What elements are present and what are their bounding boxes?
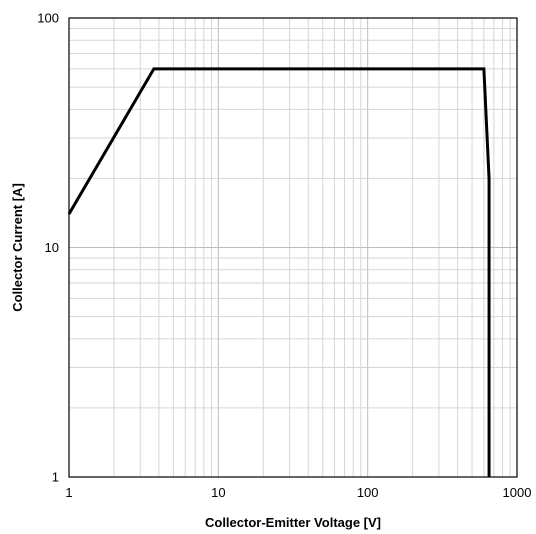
x-tick-label: 1 <box>65 485 72 500</box>
y-axis-label: Collector Current [A] <box>10 183 25 312</box>
x-tick-label: 1000 <box>503 485 532 500</box>
grid <box>69 18 517 477</box>
plot-frame <box>68 17 518 478</box>
series-line-0 <box>67 67 491 477</box>
y-tick-label: 1 <box>52 470 59 485</box>
series-layer <box>67 67 491 477</box>
y-tick-labels: 1 10 100 <box>37 11 59 485</box>
x-tick-label: 10 <box>211 485 225 500</box>
x-tick-label: 100 <box>357 485 379 500</box>
x-tick-labels: 1 10 100 1000 <box>65 485 531 500</box>
y-tick-label: 100 <box>37 11 59 26</box>
y-tick-label: 10 <box>45 240 59 255</box>
x-axis-label: Collector-Emitter Voltage [V] <box>205 515 381 530</box>
